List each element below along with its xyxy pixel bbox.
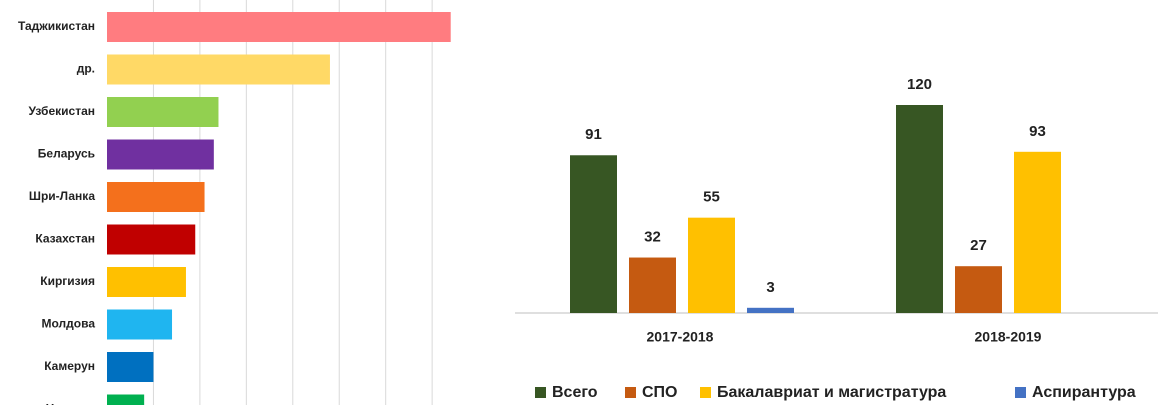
bar <box>107 12 451 42</box>
bar <box>107 224 196 255</box>
legend-label: Аспирантура <box>1032 384 1136 401</box>
bar <box>107 182 205 212</box>
legend-swatch <box>535 387 546 398</box>
bar <box>107 97 219 127</box>
category-label: Молдова <box>42 317 96 331</box>
category-label: др. <box>77 62 95 76</box>
data-label: 32 <box>644 229 661 246</box>
legend-label: СПО <box>642 384 678 401</box>
legend-swatch <box>700 387 711 398</box>
bar <box>896 105 943 313</box>
category-label: Таджикистан <box>18 19 95 33</box>
category-label: Шри-Ланка <box>29 189 95 203</box>
category-label: Казахстан <box>35 232 95 246</box>
data-label: 91 <box>585 126 602 143</box>
legend-label: Всего <box>552 384 598 401</box>
data-label: 93 <box>1029 123 1046 140</box>
bar <box>107 139 214 170</box>
category-label: Нигерия <box>46 402 95 405</box>
data-label: 120 <box>907 76 932 93</box>
bar <box>107 267 186 297</box>
bar <box>107 352 154 382</box>
bar <box>1014 151 1061 313</box>
bar <box>955 266 1002 313</box>
category-label: Киргизия <box>40 274 95 288</box>
legend-swatch <box>625 387 636 398</box>
data-label: 55 <box>703 189 720 206</box>
bar <box>629 257 676 313</box>
data-label: 27 <box>970 237 987 254</box>
x-tick-label: 2018-2019 <box>975 329 1042 345</box>
bar <box>107 54 330 85</box>
bar <box>107 309 173 340</box>
category-label: Беларусь <box>38 147 95 161</box>
x-tick-label: 2017-2018 <box>647 329 714 345</box>
bar <box>747 307 794 313</box>
bar <box>688 217 735 313</box>
category-label: Камерун <box>44 359 95 373</box>
bar <box>107 394 145 405</box>
legend-swatch <box>1015 387 1026 398</box>
data-label: 3 <box>766 279 774 296</box>
category-label: Узбекистан <box>29 104 95 118</box>
legend-label: Бакалавриат и магистратура <box>717 384 946 401</box>
bar <box>570 155 617 313</box>
